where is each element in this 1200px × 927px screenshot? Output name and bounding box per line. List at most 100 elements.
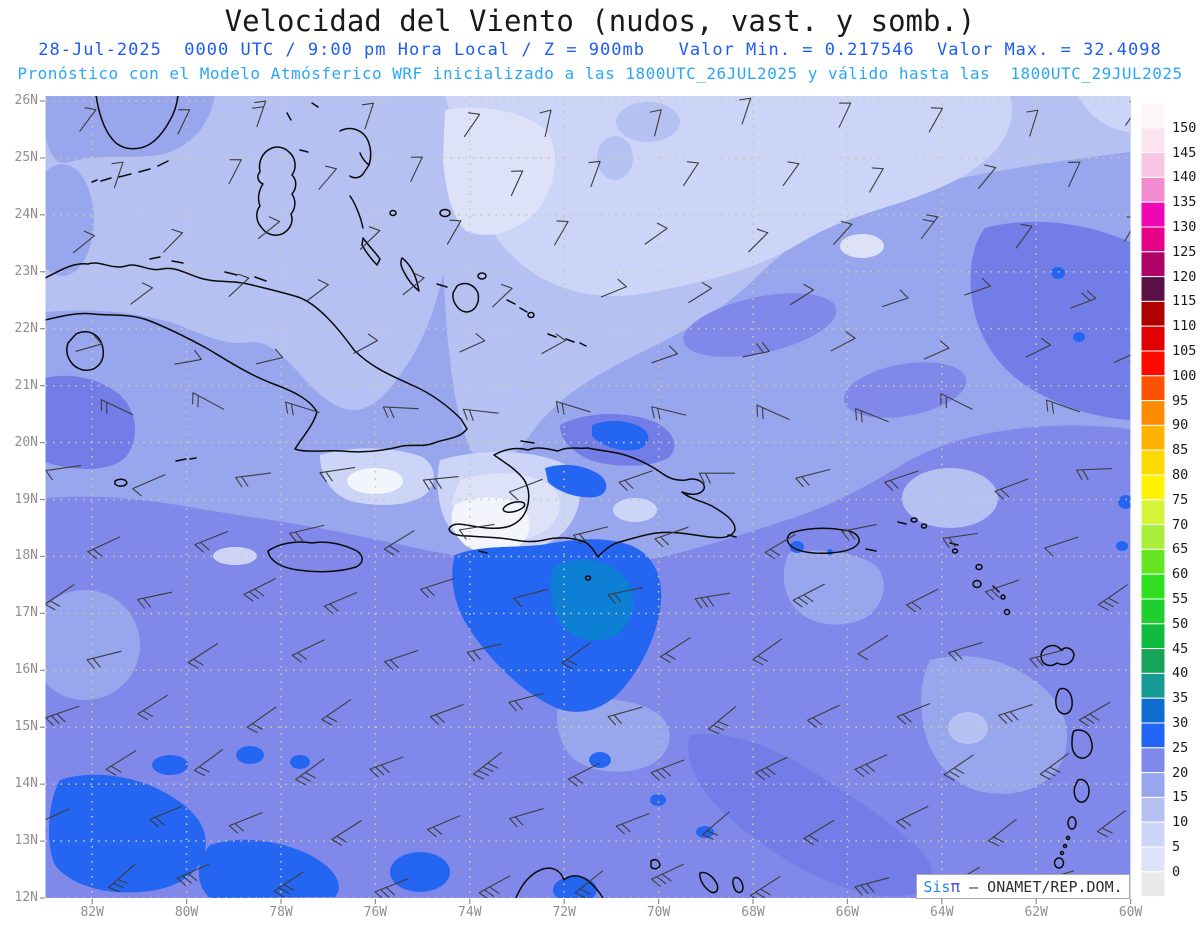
wind-barb <box>1039 753 1070 780</box>
wind-barb <box>838 102 852 128</box>
lon-label-62W: 62W <box>1024 905 1048 920</box>
wind-barb <box>567 762 600 787</box>
axis-ticks <box>40 100 1132 904</box>
wind-barb <box>833 220 853 245</box>
wind-barb <box>353 333 379 354</box>
colorbar-segment-3 <box>1140 176 1166 203</box>
wind-barb <box>306 279 329 302</box>
colorbar-label-0: 0 <box>1172 863 1181 880</box>
wind-barb <box>978 164 997 189</box>
colorbar-segment-7 <box>1140 276 1166 302</box>
colorbar-segment-18 <box>1140 548 1166 575</box>
wind-barb <box>650 863 684 887</box>
colorbar-label-105: 105 <box>1172 343 1197 359</box>
lat-label-19N: 19N <box>14 491 38 507</box>
wind-barb <box>1078 701 1111 727</box>
colorbar-label-145: 145 <box>1172 144 1197 161</box>
wind-barb <box>508 808 544 828</box>
colorbar-segment-26 <box>1140 747 1166 774</box>
wind-barb <box>541 333 567 355</box>
wind-barb <box>857 634 889 661</box>
colorbar-label-100: 100 <box>1172 367 1197 384</box>
wind-barb <box>539 109 552 138</box>
wind-barb <box>984 579 1020 601</box>
wind-barb <box>79 107 97 132</box>
wind-barb <box>795 468 831 488</box>
lat-label-14N: 14N <box>14 776 38 792</box>
wind-barb <box>427 815 461 838</box>
wind-barb <box>255 348 284 365</box>
colorbar-segment-13 <box>1140 424 1166 451</box>
colorbar-segment-8 <box>1140 300 1166 327</box>
wind-barb <box>574 870 603 898</box>
colorbar-label-5: 5 <box>1172 839 1181 855</box>
wind-barb <box>1096 810 1126 838</box>
wind-barb <box>331 820 362 846</box>
wind-barb <box>588 160 601 188</box>
wind-barb <box>742 342 770 358</box>
wind-barb <box>132 474 166 497</box>
wind-barb <box>943 754 974 781</box>
colorbar-segment-1 <box>1140 127 1166 154</box>
lat-label-13N: 13N <box>14 833 38 849</box>
wind-barb <box>964 277 991 296</box>
colorbar-segment-24 <box>1140 697 1166 724</box>
wind-barb <box>618 470 653 491</box>
wind-barb <box>492 283 513 308</box>
lat-label-23N: 23N <box>14 263 38 279</box>
lat-label-25N: 25N <box>14 149 38 165</box>
subtitle-datetime-minmax: 28-Jul-2025 0000 UTC / 9:00 pm Hora Loca… <box>38 40 1162 60</box>
wind-barb <box>472 752 502 780</box>
colorbar-label-65: 65 <box>1172 541 1189 558</box>
colorbar-segment-2 <box>1140 152 1166 178</box>
wind-barb <box>289 524 325 543</box>
lat-label-18N: 18N <box>14 548 38 564</box>
colorbar-label-140: 140 <box>1172 169 1197 186</box>
colorbar-label-135: 135 <box>1172 194 1197 211</box>
wind-barb <box>1114 343 1131 363</box>
wind-barb <box>649 109 662 137</box>
wind-barb <box>163 228 184 253</box>
wind-barb <box>754 756 788 781</box>
wind-barb <box>920 214 939 239</box>
colorbar-segment-0 <box>1140 102 1166 129</box>
wind-barb <box>228 812 263 834</box>
wind-barb <box>382 406 419 419</box>
wind-barb <box>940 393 973 410</box>
wind-barb <box>130 282 153 305</box>
wind-barb <box>830 331 856 352</box>
lat-label-12N: 12N <box>14 890 38 906</box>
wind-barb <box>72 230 95 254</box>
wind-barb <box>739 97 752 125</box>
colorbar-label-150: 150 <box>1172 119 1197 136</box>
wind-barb <box>466 643 502 662</box>
wind-barb <box>273 871 304 898</box>
wind-barb <box>708 706 737 735</box>
wind-barb <box>1026 109 1039 137</box>
wind-barb <box>235 472 271 488</box>
wind-barb <box>792 583 825 608</box>
colorbar-segment-17 <box>1140 524 1166 550</box>
wind-barb <box>683 161 699 187</box>
colorbar-label-120: 120 <box>1172 268 1197 285</box>
colorbar-segment-6 <box>1140 251 1166 278</box>
wind-barb <box>660 637 691 664</box>
wind-barb <box>749 876 781 898</box>
wind-barb <box>228 273 250 298</box>
colorbar-label-75: 75 <box>1172 491 1189 508</box>
wind-barb <box>854 877 890 896</box>
lon-label-60W: 60W <box>1118 905 1143 920</box>
wind-barb <box>994 478 1029 500</box>
colorbar-segment-5 <box>1140 226 1166 253</box>
colorbar-label-125: 125 <box>1172 243 1197 260</box>
colorbar-label-70: 70 <box>1172 516 1189 533</box>
wind-barb <box>402 272 425 296</box>
wind-barb <box>651 406 687 420</box>
wind-barb <box>782 161 800 187</box>
wind-barb <box>854 754 888 777</box>
wind-barb <box>192 392 225 410</box>
colorbar-label-30: 30 <box>1172 715 1189 731</box>
wind-barb <box>1015 223 1033 249</box>
wind-barb <box>318 165 338 190</box>
